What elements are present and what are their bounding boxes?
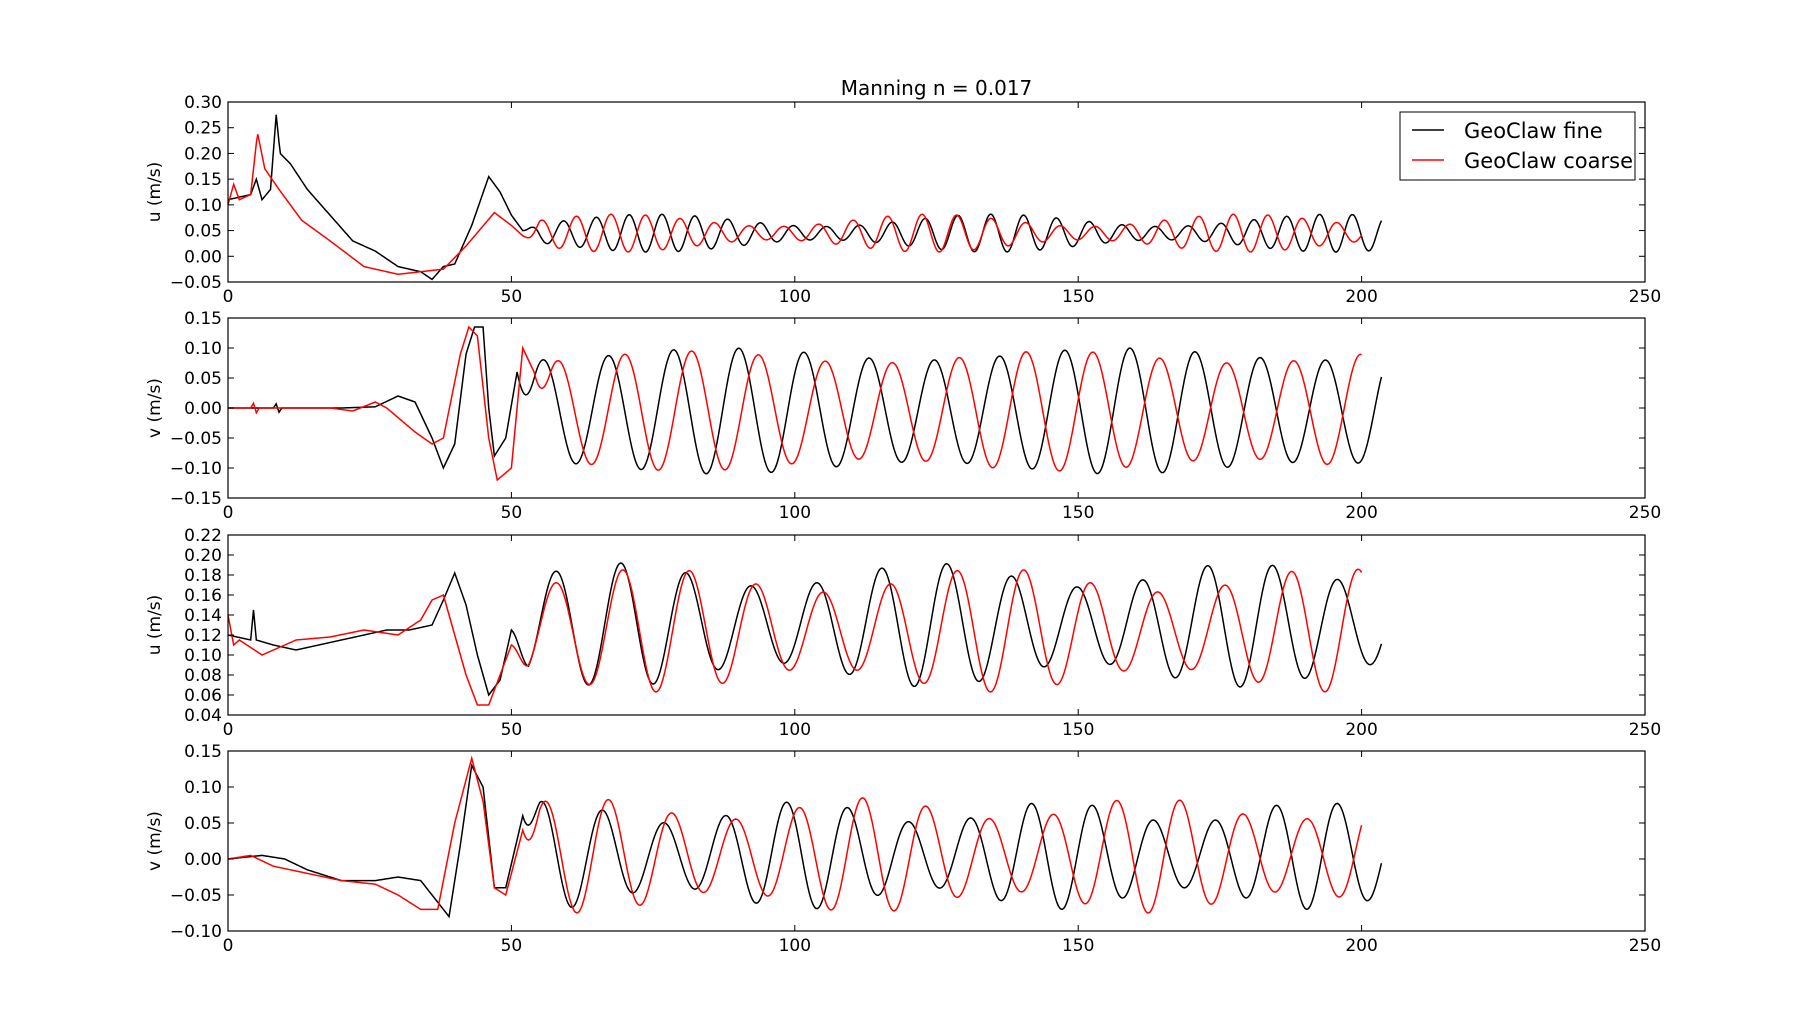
x-tick-label: 0: [223, 287, 234, 307]
y-tick-label: 0.18: [184, 566, 222, 586]
axes-group: 0 50 100 150 200 250 −0.05 0.00 0.05 0.10 0.15 0.20…: [145, 93, 1661, 956]
y-tick-label: 0.16: [184, 586, 222, 606]
subplot-4: 0 50 100 150 200 250 −0.10 −0.05 0.00 0.05 0.10 0.1…: [145, 742, 1661, 956]
x-tick-label: 150: [1062, 287, 1094, 307]
series-line-fine: [228, 762, 1383, 919]
plot-frame: [227, 534, 1646, 716]
y-tick-label: 0.04: [184, 706, 222, 726]
plot-frame: [227, 750, 1646, 932]
series-line-fine: [228, 562, 1383, 697]
y-tick-label: −0.05: [170, 273, 222, 293]
y-axis-label: u (m/s): [145, 595, 165, 656]
y-tick-label: −0.10: [170, 922, 222, 942]
series-line-fine: [228, 114, 1383, 281]
y-tick-label: 0.15: [184, 170, 222, 190]
x-tick-label: 150: [1062, 720, 1094, 740]
legend-label-fine: GeoClaw fine: [1464, 119, 1603, 143]
y-axis-label: u (m/s): [145, 162, 165, 223]
legend-label-coarse: GeoClaw coarse: [1464, 149, 1633, 173]
x-tick-label: 200: [1345, 936, 1377, 956]
x-tick-label: 50: [501, 720, 523, 740]
legend-frame: [1399, 111, 1636, 181]
y-tick-label: 0.08: [184, 666, 222, 686]
y-tick-label: 0.10: [184, 778, 222, 798]
x-tick-label: 50: [501, 503, 523, 523]
subplot-1: 0 50 100 150 200 250 −0.05 0.00 0.05 0.10 0.15 0.20…: [145, 93, 1661, 307]
y-axis-label: v (m/s): [145, 811, 165, 871]
x-tick-label: 0: [223, 503, 234, 523]
y-tick-label: −0.10: [170, 459, 222, 479]
y-tick-label: 0.00: [184, 247, 222, 267]
series-line-coarse: [228, 568, 1363, 706]
y-tick-label: 0.22: [184, 526, 222, 546]
y-tick-label: 0.20: [184, 144, 222, 164]
y-tick-label: 0.12: [184, 626, 222, 646]
y-tick-label: 0.25: [184, 119, 222, 139]
x-tick-label: 200: [1345, 503, 1377, 523]
series-line-coarse: [228, 325, 1362, 482]
plot-frame: [227, 101, 1646, 283]
y-tick-label: 0.05: [184, 222, 222, 242]
y-tick-label: 0.00: [184, 850, 222, 870]
x-tick-label: 100: [779, 936, 811, 956]
x-tick-label: 0: [223, 936, 234, 956]
y-tick-label: −0.05: [170, 429, 222, 449]
subplot-3: 0 50 100 150 200 2500.040.060.080.100.120.140…: [145, 526, 1661, 740]
x-tick-label: 200: [1345, 287, 1377, 307]
y-tick-label: 0.14: [184, 606, 222, 626]
series-line-coarse: [228, 755, 1363, 914]
x-tick-label: 200: [1345, 720, 1377, 740]
x-tick-label: 50: [501, 936, 523, 956]
x-tick-label: 250: [1629, 287, 1661, 307]
y-tick-label: 0.00: [184, 399, 222, 419]
x-tick-label: 150: [1062, 936, 1094, 956]
y-tick-label: 0.10: [184, 646, 222, 666]
x-tick-label: 250: [1629, 936, 1661, 956]
series-line-coarse: [228, 134, 1363, 276]
x-tick-label: 250: [1629, 503, 1661, 523]
y-tick-label: 0.20: [184, 546, 222, 566]
y-tick-label: 0.05: [184, 369, 222, 389]
y-tick-label: 0.10: [184, 339, 222, 359]
subplot-2: 0 50 100 150 200 250 −0.15 −0.10 −0.05 0.00 0.05 0.…: [145, 309, 1661, 523]
y-tick-label: 0.10: [184, 196, 222, 216]
y-tick-label: 0.05: [184, 814, 222, 834]
x-tick-label: 100: [779, 720, 811, 740]
y-tick-label: −0.05: [170, 886, 222, 906]
y-tick-label: 0.15: [184, 742, 222, 762]
y-tick-label: 0.15: [184, 309, 222, 329]
legend: GeoClaw fine GeoClaw coarse: [1399, 111, 1636, 181]
y-tick-label: 0.30: [184, 93, 222, 113]
chart-title: Manning n = 0.017: [841, 76, 1033, 100]
plot-frame: [227, 317, 1646, 499]
x-tick-label: 100: [779, 503, 811, 523]
x-tick-label: 100: [779, 287, 811, 307]
x-tick-label: 150: [1062, 503, 1094, 523]
series-line-fine: [228, 326, 1383, 475]
y-tick-label: −0.15: [170, 489, 222, 509]
y-tick-label: 0.06: [184, 686, 222, 706]
x-tick-label: 250: [1629, 720, 1661, 740]
y-axis-label: v (m/s): [145, 378, 165, 438]
x-tick-label: 0: [223, 720, 234, 740]
x-tick-label: 50: [501, 287, 523, 307]
